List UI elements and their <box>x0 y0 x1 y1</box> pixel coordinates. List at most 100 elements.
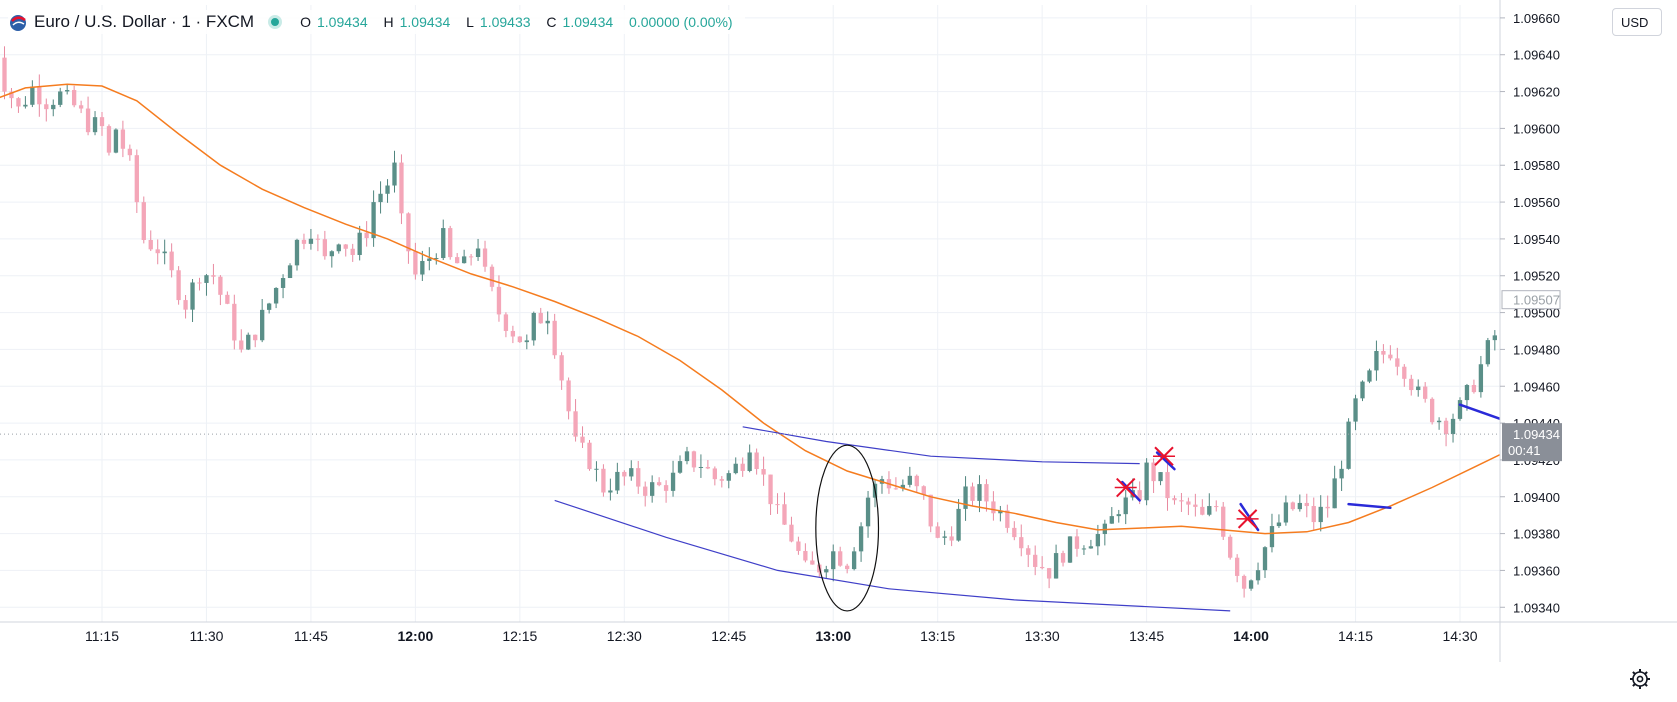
candle <box>301 233 307 250</box>
candle-body <box>461 256 467 264</box>
segment-annotation[interactable] <box>1347 502 1392 510</box>
candle <box>1172 495 1177 505</box>
candle <box>573 399 578 442</box>
candle <box>1346 418 1351 470</box>
candle-body <box>1026 548 1031 555</box>
settings-gear-icon[interactable] <box>1628 667 1652 691</box>
candle <box>754 448 759 475</box>
time-tick-label: 13:30 <box>1025 628 1060 644</box>
candle-body <box>141 202 146 240</box>
candle-body <box>489 266 495 287</box>
candle-body <box>1046 568 1052 579</box>
candle-body <box>1165 472 1170 499</box>
candle <box>287 263 293 279</box>
candle <box>747 444 752 473</box>
segment-annotation[interactable] <box>1458 403 1504 421</box>
candle <box>851 547 857 571</box>
candle-body <box>796 541 801 551</box>
candle <box>803 543 808 563</box>
candle <box>942 530 947 545</box>
candle <box>211 263 216 285</box>
candle-body <box>1234 557 1240 576</box>
candle-body <box>538 312 543 324</box>
candle <box>461 249 467 264</box>
candle <box>99 111 105 136</box>
price-tick-label: 1.09360 <box>1513 563 1560 578</box>
candle-body <box>1144 462 1149 501</box>
candle <box>1374 340 1379 381</box>
current-price-badge <box>1502 423 1562 462</box>
candle <box>545 311 550 335</box>
candle <box>65 84 70 95</box>
candle <box>1255 562 1261 585</box>
price-axis-panel <box>1500 0 1677 697</box>
cross-annotation[interactable] <box>1236 509 1259 529</box>
candle-body <box>71 90 77 106</box>
candle <box>1060 550 1066 567</box>
candle-body <box>1395 358 1400 367</box>
price-tick-label: 1.09460 <box>1513 379 1560 394</box>
candle <box>650 475 655 503</box>
candle <box>475 238 481 261</box>
candle <box>531 311 536 346</box>
candle-body <box>1367 370 1372 382</box>
candle-body <box>1478 364 1484 393</box>
candle-body <box>1067 536 1073 563</box>
price-tick-label: 1.09580 <box>1513 158 1560 173</box>
currency-button[interactable]: USD <box>1612 8 1662 36</box>
candle <box>23 96 28 109</box>
candle-body <box>406 213 411 252</box>
candle <box>1318 495 1323 532</box>
candle <box>552 313 557 359</box>
candle <box>357 225 362 261</box>
candle <box>1067 536 1073 563</box>
candle <box>455 253 460 264</box>
candle <box>1109 507 1114 524</box>
candle-body <box>315 238 321 240</box>
marker-price-box <box>1501 290 1561 310</box>
trendline[interactable] <box>742 426 1140 465</box>
price-tick-label: 1.09640 <box>1513 48 1560 63</box>
candle-body <box>1409 378 1414 391</box>
candle <box>127 144 133 161</box>
segment-annotation[interactable] <box>1120 480 1141 502</box>
candle <box>44 98 49 122</box>
cross-annotation[interactable] <box>1153 446 1176 466</box>
candle <box>1339 460 1344 491</box>
drawings[interactable] <box>554 403 1504 612</box>
candle <box>1416 379 1421 397</box>
candle <box>970 482 975 506</box>
cross-annotation[interactable] <box>1114 477 1137 498</box>
candle <box>1360 380 1365 402</box>
candle <box>810 551 815 565</box>
candle <box>336 243 341 254</box>
symbol-title[interactable]: Euro / U.S. Dollar · 1 · FXCM <box>34 12 255 31</box>
candle <box>1102 519 1107 546</box>
price-tick-label: 1.09400 <box>1513 490 1560 505</box>
candle-body <box>1457 400 1463 419</box>
candle <box>183 295 188 319</box>
candle-body <box>343 244 348 249</box>
close-key: C <box>546 14 557 30</box>
candle-body <box>204 275 209 283</box>
candle <box>1276 514 1282 528</box>
segment-annotation[interactable] <box>1155 451 1176 471</box>
trendline[interactable] <box>554 499 1231 612</box>
candle <box>963 476 968 521</box>
time-tick-label: 11:45 <box>294 628 328 644</box>
candle-body <box>740 463 745 471</box>
candle-body <box>677 461 683 473</box>
candle-body <box>1255 570 1261 581</box>
candle-body <box>176 270 181 301</box>
time-tick-label: 12:15 <box>502 628 537 644</box>
price-tick-label: 1.09520 <box>1513 269 1560 284</box>
circle-annotation[interactable] <box>815 444 880 612</box>
time-tick-label: 11:15 <box>85 628 119 644</box>
candle <box>1221 502 1226 540</box>
candle-body <box>58 91 63 105</box>
candle-body <box>371 202 376 239</box>
candle <box>468 254 474 266</box>
candle-body <box>1158 472 1163 482</box>
